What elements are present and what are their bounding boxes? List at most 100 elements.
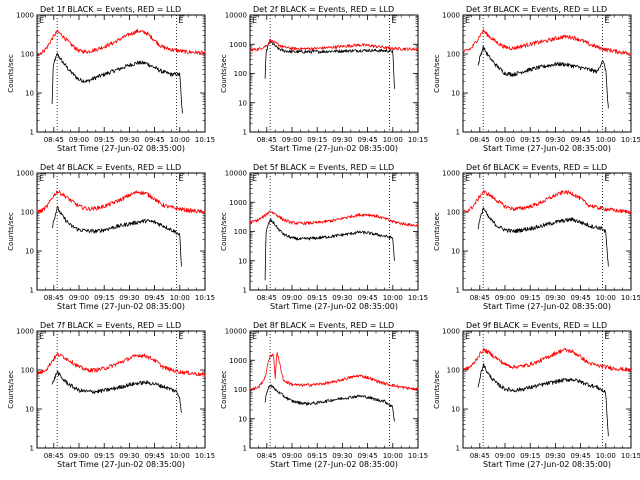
x-tick-label: 08:45 xyxy=(257,136,277,144)
detector-panel-3: Det 3f BLACK = Events, RED = LLD 1 10 100 10… xyxy=(433,5,640,153)
x-tick-label: 09:30 xyxy=(332,294,352,302)
x-tick-label: 10:15 xyxy=(621,452,640,460)
x-tick-label: 08:45 xyxy=(470,136,490,144)
x-tick-label: 10:00 xyxy=(383,452,403,460)
y-tick-label: 1000 xyxy=(442,12,460,20)
eclipse-marker-label: E xyxy=(391,16,396,25)
x-tick-label: 10:15 xyxy=(195,294,215,302)
y-tick-label: 10 xyxy=(451,406,460,414)
y-tick-label: 10000 xyxy=(225,170,247,178)
events-series-line xyxy=(264,384,395,422)
y-axis-label: Counts/sec xyxy=(220,370,228,409)
y-axis-label: Counts/sec xyxy=(433,212,441,251)
y-tick-label: 100 xyxy=(447,209,460,217)
y-tick-label: 1 xyxy=(30,129,34,137)
x-tick-label: 10:00 xyxy=(170,452,190,460)
lld-series-line xyxy=(36,352,206,377)
x-axis-label: Start Time (27-Jun-02 08:35:00) xyxy=(57,460,185,469)
eclipse-marker-label: E xyxy=(465,174,470,183)
x-tick-label: 09:45 xyxy=(571,452,591,460)
y-tick-label: 100 xyxy=(21,209,34,217)
eclipse-marker-label: E xyxy=(178,16,183,25)
x-axis-label: Start Time (27-Jun-02 08:35:00) xyxy=(483,144,611,153)
x-tick-label: 09:45 xyxy=(145,136,165,144)
x-tick-label: 09:45 xyxy=(358,452,378,460)
y-tick-label: 1000 xyxy=(442,328,460,336)
eclipse-marker-label: E xyxy=(604,332,609,341)
x-tick-label: 10:15 xyxy=(195,452,215,460)
events-series-line xyxy=(477,363,609,437)
x-tick-label: 10:15 xyxy=(621,294,640,302)
lld-series-line xyxy=(249,38,419,52)
y-tick-label: 10 xyxy=(25,248,34,256)
x-tick-label: 09:45 xyxy=(358,294,378,302)
x-tick-label: 10:00 xyxy=(596,452,616,460)
x-tick-label: 10:15 xyxy=(195,136,215,144)
events-series-line xyxy=(52,206,182,267)
x-tick-label: 08:45 xyxy=(44,136,64,144)
panel-title: Det 3f BLACK = Events, RED = LLD xyxy=(466,5,607,14)
plot-frame xyxy=(36,172,206,291)
x-tick-label: 10:00 xyxy=(170,136,190,144)
y-tick-label: 1 xyxy=(30,287,34,295)
y-tick-label: 1 xyxy=(456,287,460,295)
x-axis-label: Start Time (27-Jun-02 08:35:00) xyxy=(483,302,611,311)
x-tick-label: 09:00 xyxy=(282,452,302,460)
y-tick-label: 1000 xyxy=(229,199,247,207)
x-tick-label: 09:45 xyxy=(145,452,165,460)
eclipse-marker-label: E xyxy=(39,16,44,25)
x-tick-label: 09:15 xyxy=(307,136,327,144)
y-tick-label: 1 xyxy=(243,445,247,453)
y-tick-label: 10000 xyxy=(225,12,247,20)
x-tick-label: 09:45 xyxy=(145,294,165,302)
eclipse-marker-label: E xyxy=(604,174,609,183)
y-tick-label: 10 xyxy=(451,248,460,256)
events-series-line xyxy=(51,370,182,413)
x-tick-label: 09:45 xyxy=(358,136,378,144)
y-tick-label: 1 xyxy=(456,129,460,137)
events-series-line xyxy=(264,218,395,281)
lld-series-line xyxy=(462,347,632,372)
y-tick-label: 100 xyxy=(447,367,460,375)
x-tick-label: 10:00 xyxy=(170,294,190,302)
x-tick-label: 09:00 xyxy=(282,136,302,144)
x-tick-label: 09:00 xyxy=(69,452,89,460)
x-tick-label: 09:30 xyxy=(545,294,565,302)
detector-panel-5: Det 5f BLACK = Events, RED = LLD 1 10 100 10… xyxy=(220,163,428,311)
lld-series-line xyxy=(36,28,206,56)
x-tick-label: 09:15 xyxy=(94,136,114,144)
x-axis-label: Start Time (27-Jun-02 08:35:00) xyxy=(57,144,185,153)
panel-title: Det 7f BLACK = Events, RED = LLD xyxy=(40,321,181,330)
x-tick-label: 09:45 xyxy=(571,136,591,144)
x-tick-label: 09:00 xyxy=(495,136,515,144)
x-tick-label: 10:15 xyxy=(408,294,428,302)
x-tick-label: 10:00 xyxy=(383,294,403,302)
panel-title: Det 8f BLACK = Events, RED = LLD xyxy=(253,321,394,330)
x-tick-label: 09:15 xyxy=(520,136,540,144)
events-series-line xyxy=(477,207,609,267)
x-axis-label: Start Time (27-Jun-02 08:35:00) xyxy=(270,460,398,469)
detector-panel-2: Det 2f BLACK = Events, RED = LLD 1 10 100 10… xyxy=(220,5,428,153)
y-axis-label: Counts/sec xyxy=(7,212,15,251)
x-tick-label: 09:45 xyxy=(571,294,591,302)
detector-panel-4: Det 4f BLACK = Events, RED = LLD 1 10 100 10… xyxy=(7,163,215,311)
x-tick-label: 10:00 xyxy=(383,136,403,144)
y-tick-label: 10 xyxy=(238,415,247,423)
y-tick-label: 1000 xyxy=(442,170,460,178)
panel-title: Det 6f BLACK = Events, RED = LLD xyxy=(466,163,607,172)
y-tick-label: 100 xyxy=(447,51,460,59)
y-axis-label: Counts/sec xyxy=(220,212,228,251)
y-tick-label: 100 xyxy=(21,367,34,375)
x-tick-label: 08:45 xyxy=(44,452,64,460)
y-tick-label: 1 xyxy=(30,445,34,453)
detector-panel-8: Det 8f BLACK = Events, RED = LLD 1 10 100 10… xyxy=(220,321,428,469)
panel-title: Det 5f BLACK = Events, RED = LLD xyxy=(253,163,394,172)
x-tick-label: 09:30 xyxy=(119,294,139,302)
x-tick-label: 10:00 xyxy=(596,136,616,144)
eclipse-marker-label: E xyxy=(178,174,183,183)
eclipse-marker-label: E xyxy=(391,332,396,341)
y-tick-label: 100 xyxy=(234,386,247,394)
x-tick-label: 08:45 xyxy=(257,294,277,302)
eclipse-marker-label: E xyxy=(252,16,257,25)
